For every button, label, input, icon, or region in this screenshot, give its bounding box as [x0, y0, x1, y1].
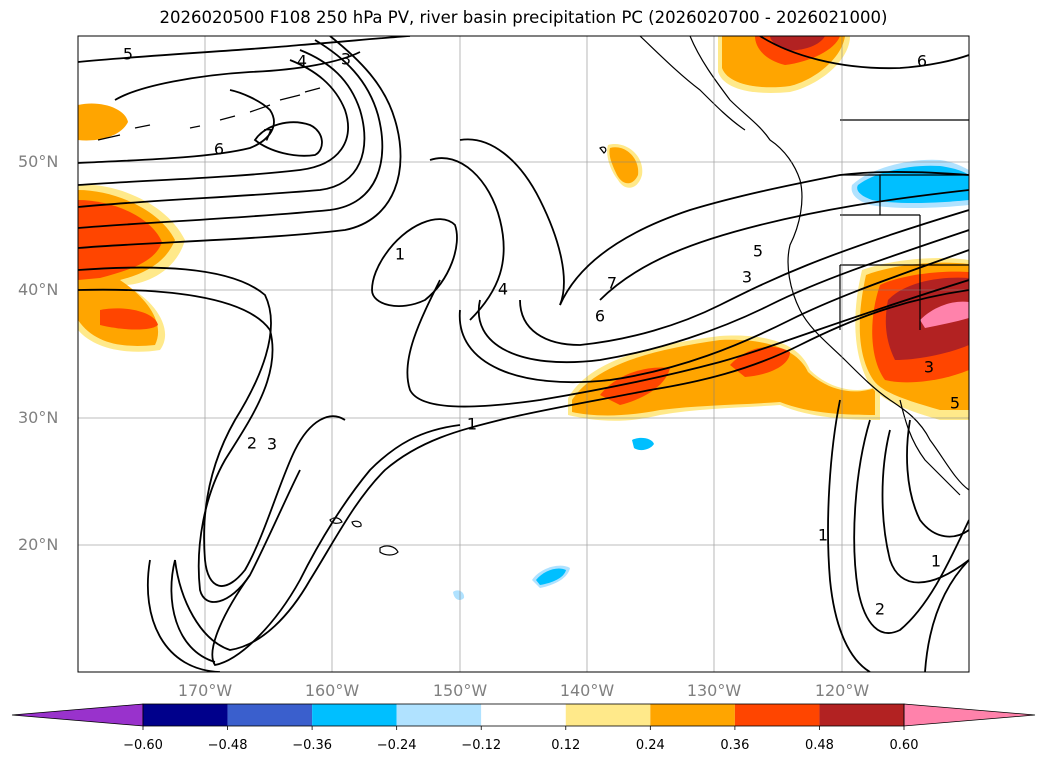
contour-label: 4	[498, 280, 508, 299]
lat-label-40n: 40°N	[18, 280, 59, 299]
contour-label: 6	[214, 140, 224, 159]
colorbar-segment	[312, 704, 397, 726]
lon-label-150w: 150°W	[432, 681, 488, 700]
colorbar-segment	[819, 704, 904, 726]
contour-label: 5	[950, 394, 960, 413]
contour-label: 3	[924, 358, 934, 377]
colorbar-segment	[650, 704, 735, 726]
contour-label: 1	[818, 526, 828, 545]
contour-label: 3	[742, 268, 752, 287]
lon-label-160w: 160°W	[304, 681, 360, 700]
lat-label-50n: 50°N	[18, 152, 59, 171]
colorbar-extend-low	[11, 703, 144, 727]
lon-label-140w: 140°W	[559, 681, 615, 700]
contour-label: 6	[917, 52, 927, 71]
contour-label: 4	[297, 52, 307, 71]
pv-contours	[78, 36, 969, 672]
colorbar-tick-label: 0.36	[720, 738, 750, 753]
pv-contour-labels: 5 4 3 7 6 1 4 7 6 5 3 2 3 1 6 3 5 1 2 1	[123, 45, 960, 619]
contour-label: 7	[263, 126, 273, 145]
contour-label: 5	[753, 242, 763, 261]
colorbar-tick-label: −0.12	[461, 738, 502, 753]
contour-label: 1	[395, 245, 405, 264]
map-area: 5 4 3 7 6 1 4 7 6 5 3 2 3 1 6 3 5 1 2 1	[78, 36, 969, 672]
colorbar-segment	[734, 704, 820, 726]
lat-label-30n: 30°N	[18, 408, 59, 427]
contour-label: 2	[875, 600, 885, 619]
colorbar-tick-label: 0.60	[889, 738, 919, 753]
colorbar-segment	[227, 704, 313, 726]
colorbar-tick-label: −0.24	[376, 738, 417, 753]
lon-label-120w: 120°W	[814, 681, 870, 700]
colorbar-tick-label: −0.48	[207, 738, 248, 753]
colorbar-tick-label: −0.60	[123, 738, 163, 753]
colorbar-tick-label: 0.24	[635, 738, 665, 753]
colorbar-segment	[143, 704, 228, 726]
contour-label: 2	[247, 434, 257, 453]
lon-label-130w: 130°W	[686, 681, 742, 700]
colorbar-tick-label: 0.48	[804, 738, 834, 753]
contour-label: 3	[341, 50, 351, 69]
colorbar-extend-high	[903, 703, 1036, 727]
colorbar-segment	[565, 704, 651, 726]
colorbar-segment	[481, 704, 566, 726]
lon-label-170w: 170°W	[177, 681, 233, 700]
colorbar	[11, 703, 1036, 730]
contour-label: 3	[267, 435, 277, 454]
contour-label: 7	[607, 274, 617, 293]
contour-label: 5	[123, 45, 133, 64]
contour-label: 1	[931, 552, 941, 571]
map-frame	[77, 35, 970, 673]
colorbar-segment	[396, 704, 482, 726]
contour-label: 1	[467, 415, 477, 434]
map-title: 2026020500 F108 250 hPa PV, river basin …	[159, 8, 888, 27]
colorbar-tick-label: 0.12	[551, 738, 581, 753]
colorbar-tick-label: −0.36	[292, 738, 333, 753]
lat-label-20n: 20°N	[18, 535, 59, 554]
contour-label: 6	[595, 307, 605, 326]
